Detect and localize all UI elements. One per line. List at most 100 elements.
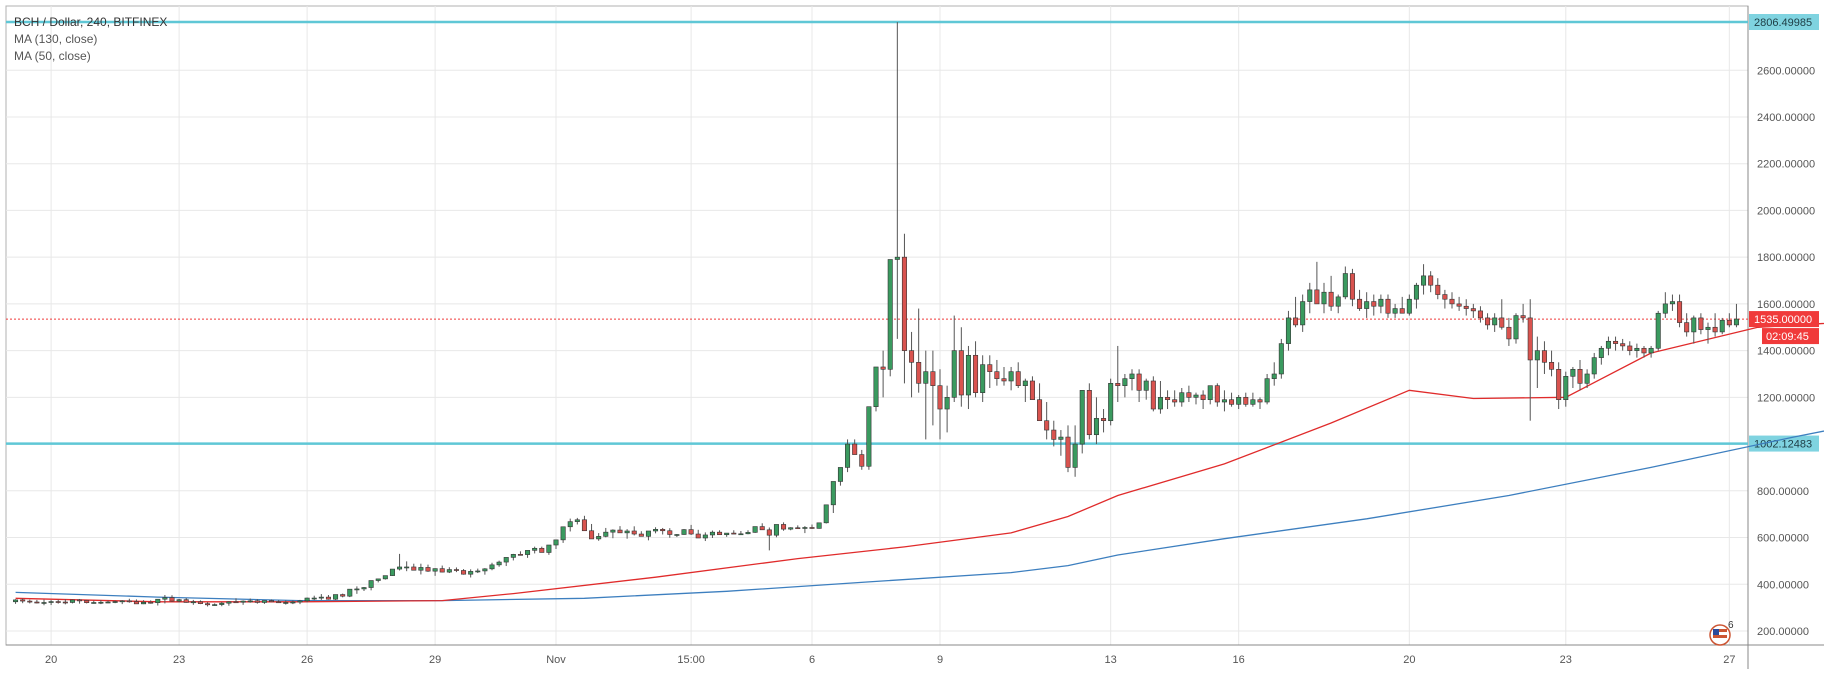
candle-body <box>425 567 431 572</box>
plot-area <box>5 5 1749 646</box>
candle-body <box>1293 317 1299 326</box>
candle-body <box>105 601 111 604</box>
candle-body <box>212 604 218 606</box>
candle-body <box>1662 303 1668 314</box>
candle-body <box>1485 317 1491 326</box>
candle-body <box>553 539 559 546</box>
candle-body <box>354 588 360 591</box>
chart-legend: BCH / Dollar, 240, BITFINEX MA (130, clo… <box>14 14 167 65</box>
candle-body <box>1655 312 1661 349</box>
candle-body <box>1449 298 1455 305</box>
indicator-ma50-label[interactable]: MA (50, close) <box>14 49 91 63</box>
candle-body <box>361 587 367 590</box>
candle-body <box>1150 380 1156 410</box>
candle-body <box>1044 420 1050 431</box>
flag-icon-canton <box>1713 629 1719 635</box>
candle-body <box>1733 318 1739 326</box>
indicator-ma130-label[interactable]: MA (130, close) <box>14 32 98 46</box>
candle-body <box>1101 418 1107 422</box>
candle-body <box>148 601 154 604</box>
candle-body <box>226 601 232 604</box>
candle-body <box>1691 317 1697 333</box>
candle-body <box>1470 308 1476 312</box>
candle-body <box>681 529 687 535</box>
level-price-tag <box>1749 435 1819 452</box>
candle-body <box>276 601 282 604</box>
candle-body <box>1335 296 1341 307</box>
candle-body <box>404 566 410 569</box>
candle-body <box>1065 436 1071 468</box>
candle-body <box>318 596 324 599</box>
candle-body <box>126 600 132 603</box>
candle-body <box>27 600 33 603</box>
candle-body <box>887 259 893 370</box>
candle-body <box>1328 291 1334 307</box>
candle-body <box>923 371 929 384</box>
alert-count-badge: 6 <box>1728 620 1734 631</box>
y-tick-label: 1200.00000 <box>1757 392 1815 404</box>
candle-body <box>795 527 801 530</box>
x-tick-label: 29 <box>429 654 441 666</box>
x-tick-label: Nov <box>546 654 566 666</box>
candle-body <box>162 597 168 600</box>
candle-body <box>880 366 886 370</box>
candle-body <box>1371 301 1377 307</box>
candle-body <box>468 571 474 575</box>
x-tick-label: 27 <box>1723 654 1735 666</box>
candle-body <box>1143 380 1149 391</box>
candle-body <box>48 601 54 603</box>
candle-body <box>823 504 829 524</box>
candle-body <box>1506 326 1512 340</box>
candle-body <box>1221 399 1227 403</box>
candle-body <box>482 568 488 572</box>
candle-body <box>98 601 104 604</box>
y-tick-label: 2000.00000 <box>1757 205 1815 217</box>
candle-body <box>311 597 317 600</box>
candle-body <box>1058 436 1064 440</box>
candle-body <box>638 533 644 537</box>
candle-body <box>1705 326 1711 330</box>
candle-body <box>1577 369 1583 384</box>
flag-icon-stripe <box>1713 629 1727 632</box>
candle-body <box>219 602 225 605</box>
candle-body <box>1115 383 1121 386</box>
candle-body <box>205 603 211 606</box>
candle-body <box>84 600 90 604</box>
candle-body <box>446 569 452 573</box>
candle-body <box>1385 298 1391 314</box>
candle-body <box>1300 301 1306 326</box>
candle-body <box>525 550 531 555</box>
y-tick-label: 1600.00000 <box>1757 299 1815 311</box>
candle-body <box>1527 317 1533 361</box>
candle-body <box>20 599 26 602</box>
candle-body <box>112 601 118 603</box>
candle-body <box>1648 347 1654 354</box>
candle-body <box>951 350 957 398</box>
candle-body <box>1236 397 1242 405</box>
candle-body <box>1499 317 1505 328</box>
countdown-label: 02:09:45 <box>1766 331 1809 343</box>
candle-body <box>133 601 139 605</box>
candle-body <box>304 597 310 602</box>
candle-body <box>653 529 659 532</box>
candle-body <box>240 600 246 603</box>
candle-body <box>1122 378 1128 386</box>
candle-body <box>1129 373 1135 379</box>
candle-body <box>816 522 822 529</box>
candle-body <box>77 599 83 602</box>
candle-body <box>34 601 40 604</box>
candle-body <box>1677 301 1683 323</box>
candle-body <box>752 526 758 533</box>
candle-body <box>1627 345 1633 351</box>
y-tick-label: 800.00000 <box>1757 486 1809 498</box>
candle-body <box>1172 399 1178 403</box>
candle-body <box>930 371 936 386</box>
candle-body <box>41 602 47 604</box>
candle-body <box>1605 340 1611 349</box>
symbol-title[interactable]: BCH / Dollar, 240, BITFINEX <box>14 15 168 29</box>
x-tick-label: 13 <box>1105 654 1117 666</box>
candle-body <box>781 524 787 530</box>
candle-body <box>69 599 75 603</box>
